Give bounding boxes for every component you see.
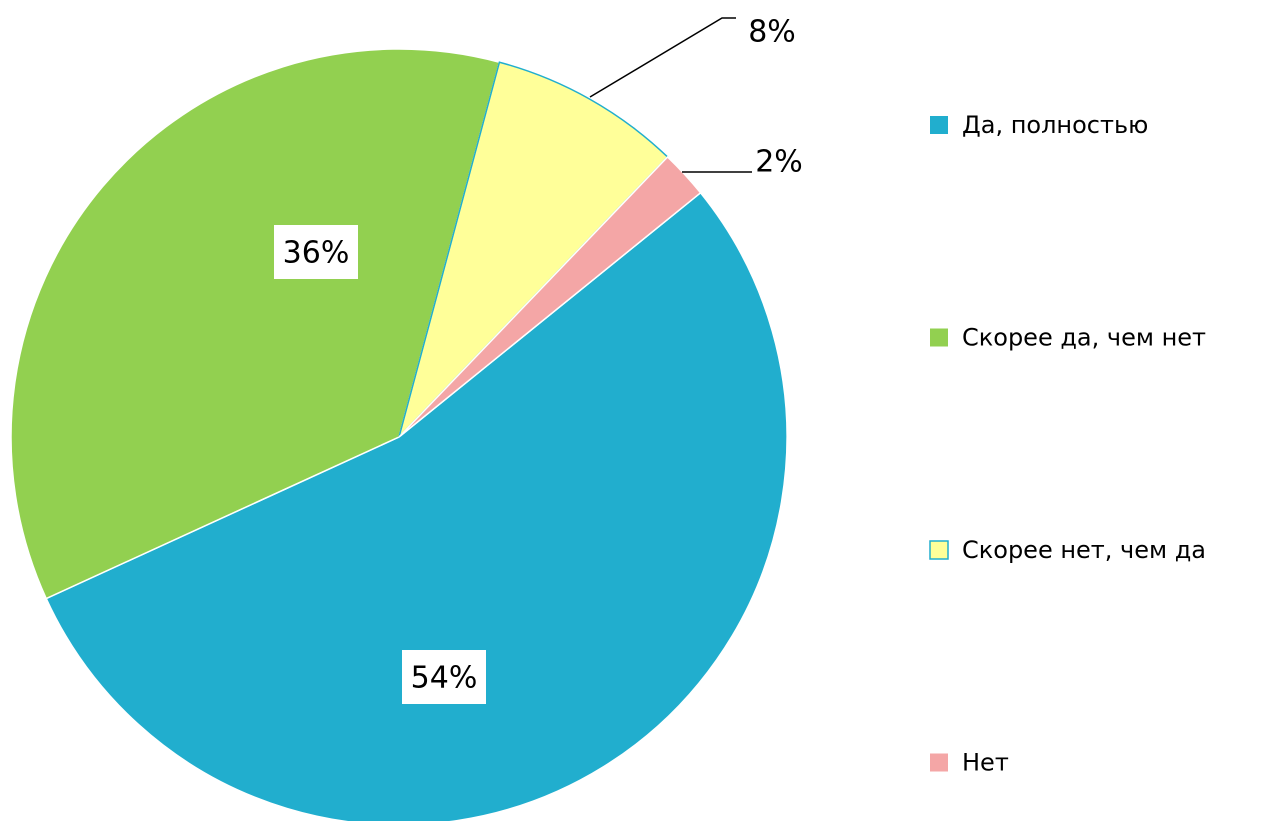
data-label: 36% xyxy=(283,236,350,271)
legend-label: Скорее нет, чем да xyxy=(962,536,1206,564)
pie-slice xyxy=(398,61,669,438)
pie-slice xyxy=(398,155,702,438)
data-label: 54% xyxy=(411,661,478,696)
legend-swatch xyxy=(930,753,948,772)
data-label: 2% xyxy=(755,145,803,180)
label-box xyxy=(274,225,358,279)
pie-slice xyxy=(10,48,501,600)
legend-swatch xyxy=(930,328,948,347)
data-label: 8% xyxy=(748,15,796,50)
legend-swatch xyxy=(930,116,948,134)
legend-swatch xyxy=(929,540,949,560)
legend-label: Нет xyxy=(962,749,1009,777)
pie-slice xyxy=(45,191,788,821)
legend-label: Да, полностью xyxy=(962,111,1148,139)
leader-line xyxy=(589,17,736,98)
legend-label: Скорее да, чем нет xyxy=(962,324,1206,352)
label-box xyxy=(402,650,486,704)
